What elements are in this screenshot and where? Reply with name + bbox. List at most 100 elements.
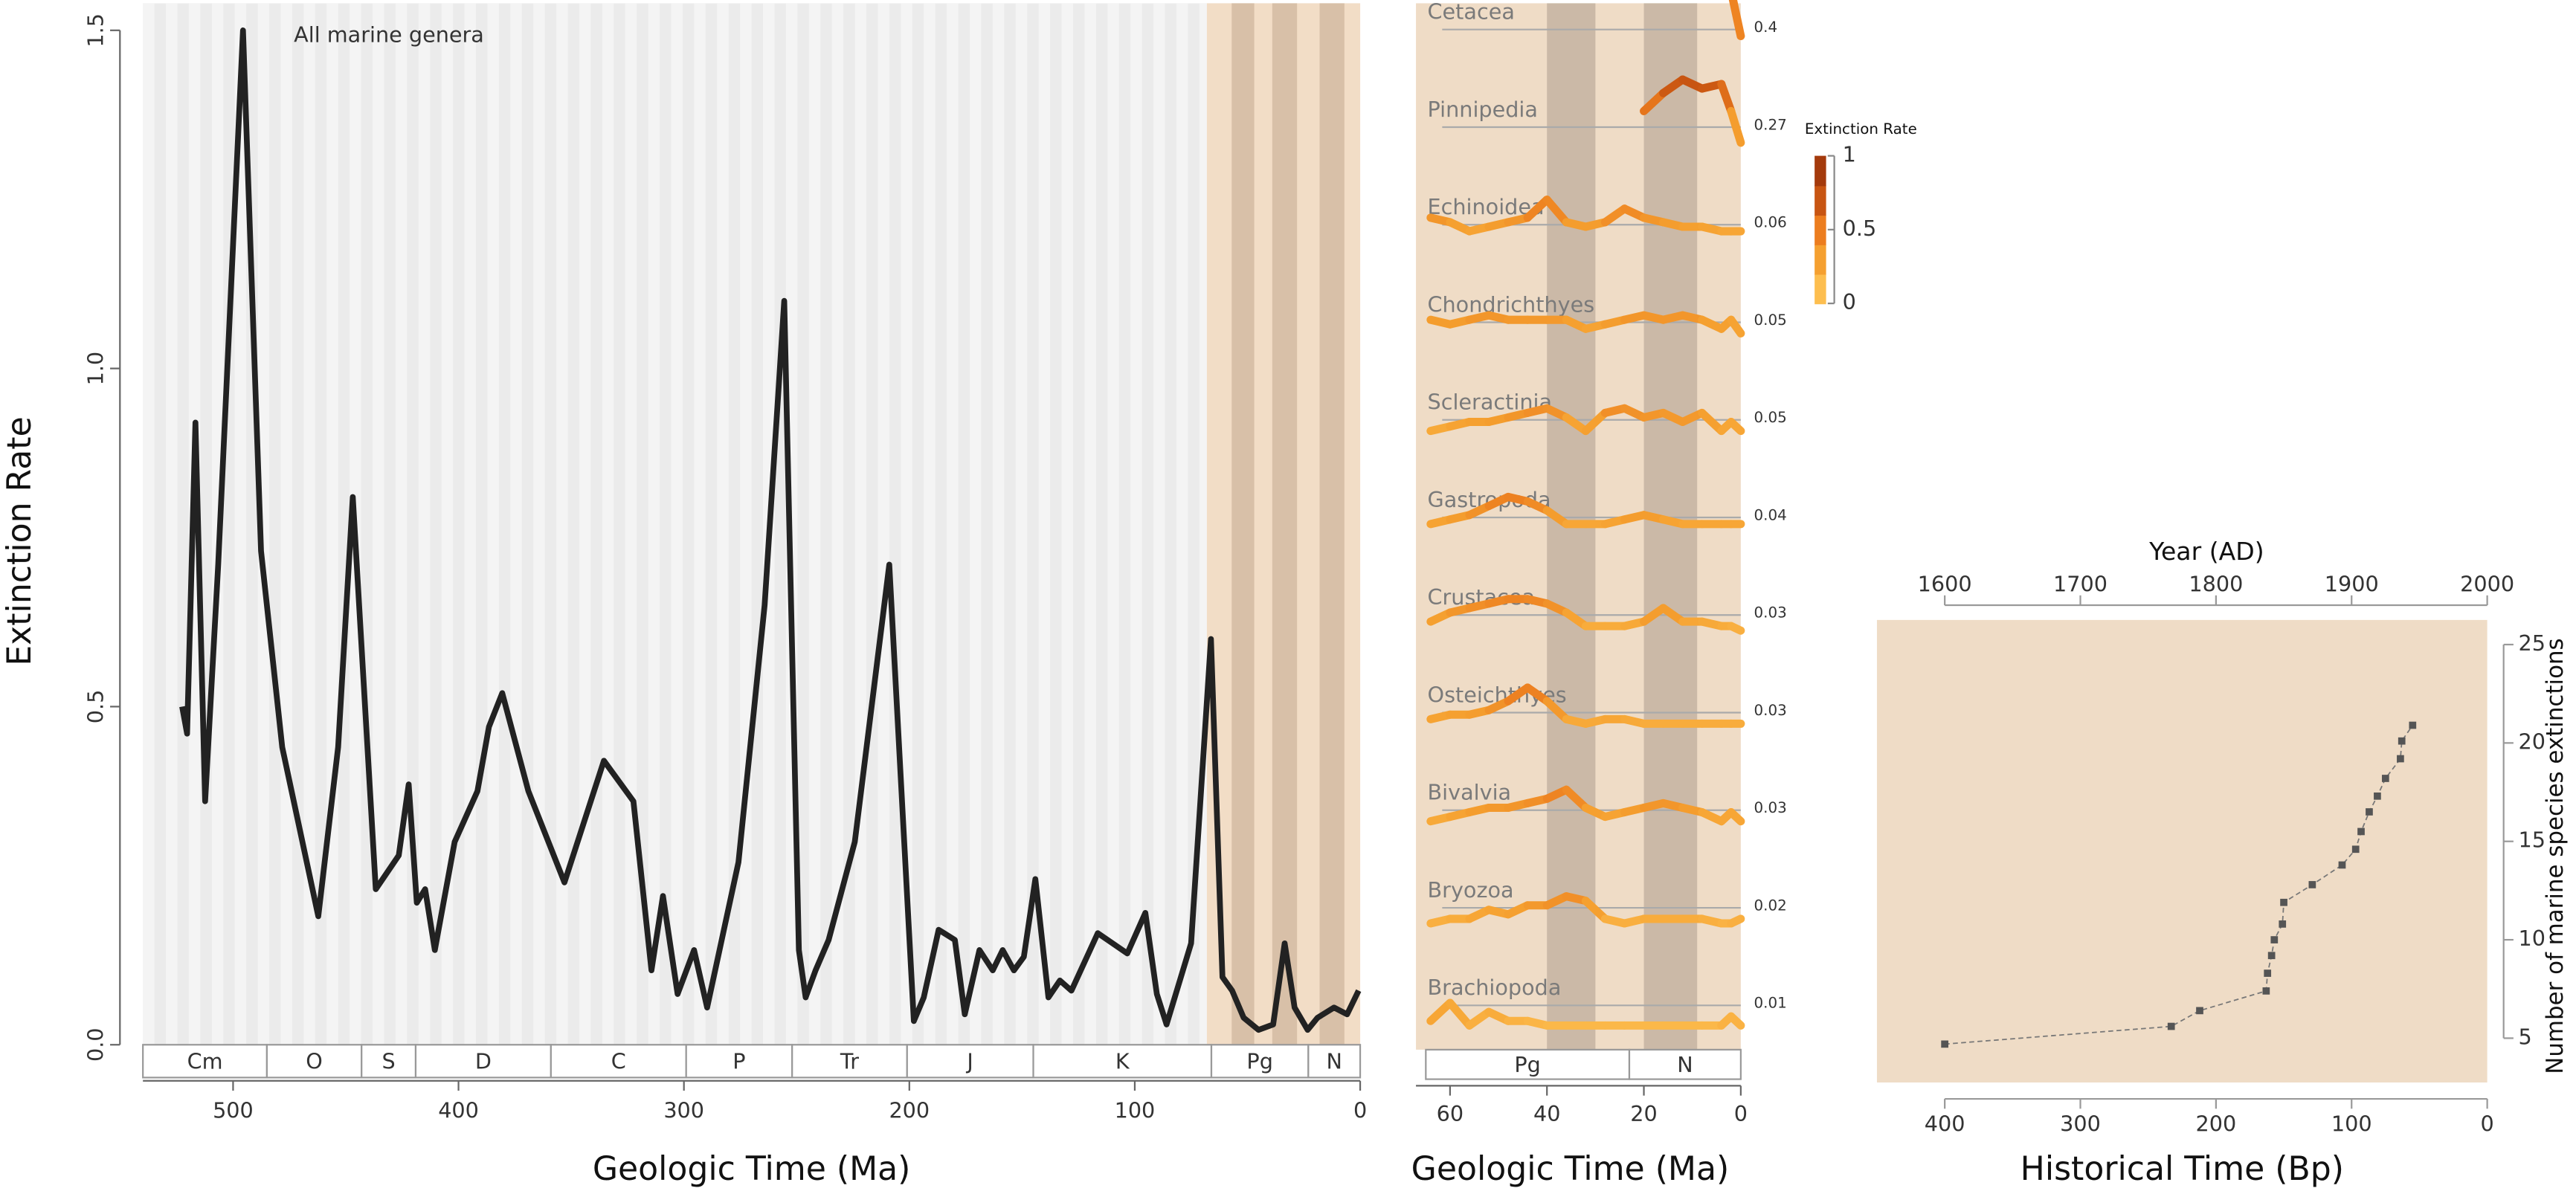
- stripe: [740, 3, 752, 1045]
- stripe: [395, 3, 408, 1045]
- band: [1231, 3, 1255, 1045]
- scale-label: 0.06: [1754, 214, 1787, 231]
- period-label: D: [475, 1049, 492, 1074]
- stripe: [464, 3, 477, 1045]
- rate-segment: [1727, 914, 1745, 928]
- stripe: [1130, 3, 1142, 1045]
- period-box: [1425, 1048, 1631, 1080]
- rate-segment: [1727, 622, 1745, 635]
- x-tick-label: 20: [1630, 1101, 1657, 1126]
- stripe: [303, 3, 315, 1045]
- stripe: [556, 3, 568, 1045]
- stripe: [441, 3, 454, 1045]
- stripe: [970, 3, 982, 1045]
- taxon-label: Cetacea: [1428, 0, 1515, 25]
- x-tick-label: 0: [1353, 1098, 1367, 1123]
- y-tick-label: 5: [2519, 1024, 2532, 1049]
- period-box: [361, 1044, 417, 1079]
- chart-historical: 400 300 200 100 0 1600 1700 1800 1900 2000 5 10 15 20…: [1876, 537, 2569, 1188]
- period-box: [265, 1044, 363, 1079]
- point: [2338, 861, 2346, 869]
- x-axis-label: Historical Time (Bp): [2020, 1150, 2344, 1188]
- taxon-label: Brachiopoda: [1428, 975, 1562, 1000]
- colorbar-step: [1815, 185, 1826, 216]
- period-box: [414, 1044, 552, 1079]
- rate-segment: [1727, 808, 1745, 826]
- x-tick-label: 100: [1115, 1098, 1156, 1123]
- period-box: [1032, 1044, 1213, 1079]
- x-tick-label: 300: [663, 1098, 704, 1123]
- period-box: [791, 1044, 908, 1079]
- point: [1941, 1040, 1949, 1048]
- top-tick-label: 2000: [2460, 572, 2514, 597]
- colorbar-tick-label: 0: [1843, 289, 1856, 314]
- stripe: [143, 3, 155, 1045]
- scale-label: 0.05: [1754, 409, 1787, 426]
- rate-segment: [1426, 998, 1455, 1025]
- rate-segment: [1727, 315, 1745, 338]
- stripe: [947, 3, 959, 1045]
- stripe: [854, 3, 867, 1045]
- stripe: [579, 3, 591, 1045]
- x-tick-label: 400: [438, 1098, 479, 1123]
- scale-label: 0.27: [1754, 116, 1787, 133]
- rate-segment: [1727, 417, 1745, 436]
- period-box: [550, 1044, 687, 1079]
- period-box: [906, 1044, 1034, 1079]
- point: [2374, 792, 2381, 800]
- stripe: [831, 3, 844, 1045]
- point: [2357, 827, 2365, 836]
- rate-segment: [1640, 88, 1668, 115]
- band: [1272, 3, 1298, 1045]
- stripe: [671, 3, 683, 1045]
- stripe: [1061, 3, 1074, 1045]
- scale-label: 0.03: [1754, 702, 1787, 719]
- point: [2351, 845, 2360, 853]
- y-axis-label: Number of marine species extinctions: [2542, 638, 2569, 1074]
- scale-label: 0.03: [1754, 604, 1787, 622]
- y-tick-label: 25: [2519, 630, 2546, 656]
- point: [2167, 1022, 2175, 1030]
- x-axis-label: Geologic Time (Ma): [593, 1150, 911, 1188]
- colorbar-step: [1815, 274, 1826, 305]
- annotation: All marine genera: [294, 22, 484, 48]
- period-label: J: [965, 1049, 973, 1074]
- x-axis-label: Geologic Time (Ma): [1411, 1150, 1730, 1188]
- point: [2196, 1007, 2203, 1015]
- stripe: [326, 3, 338, 1045]
- taxon-label: Chondrichthyes: [1428, 291, 1595, 317]
- y-tick-label: 1.0: [83, 352, 108, 386]
- stripe: [487, 3, 499, 1045]
- period-box: [142, 1044, 268, 1079]
- band: [1319, 3, 1345, 1045]
- data-line: [179, 27, 1362, 1033]
- x-tick-label: 200: [889, 1098, 930, 1123]
- stripe: [717, 3, 729, 1045]
- x-tick-label: 40: [1533, 1101, 1560, 1126]
- scale-label: 0.01: [1754, 995, 1787, 1012]
- rate-segment: [1581, 408, 1609, 436]
- top-tick-label: 1600: [1918, 572, 1972, 597]
- x-tick-label: 100: [2331, 1111, 2372, 1136]
- top-tick-label: 1800: [2189, 572, 2243, 597]
- y-tick-label: 15: [2519, 827, 2546, 853]
- y-tick-label: 10: [2519, 926, 2546, 951]
- stripe: [166, 3, 178, 1045]
- taxon-label: Bivalvia: [1428, 780, 1512, 805]
- rate-segment: [1727, 106, 1745, 147]
- rate-segment: [1446, 998, 1474, 1030]
- stripe: [1015, 3, 1028, 1045]
- chart-genera: Cm O S D C P Tr J K Pg N 500 400 300 200 100 0 0.0 0.5 1.0 1…: [1, 3, 1367, 1188]
- stripe: [924, 3, 936, 1045]
- y-tick-label: 1.5: [83, 13, 108, 48]
- rate-segment: [1542, 697, 1571, 723]
- point: [2267, 952, 2276, 960]
- stripe: [1199, 3, 1207, 1045]
- period-label: K: [1115, 1049, 1130, 1074]
- chart-taxa: Cetacea0.4Pinnipedia0.27Echinoidea0.06Ch…: [1411, 0, 1917, 1188]
- period-box: [1307, 1044, 1362, 1079]
- stripe: [625, 3, 637, 1045]
- period-label: Cm: [187, 1049, 223, 1074]
- stripe: [808, 3, 821, 1045]
